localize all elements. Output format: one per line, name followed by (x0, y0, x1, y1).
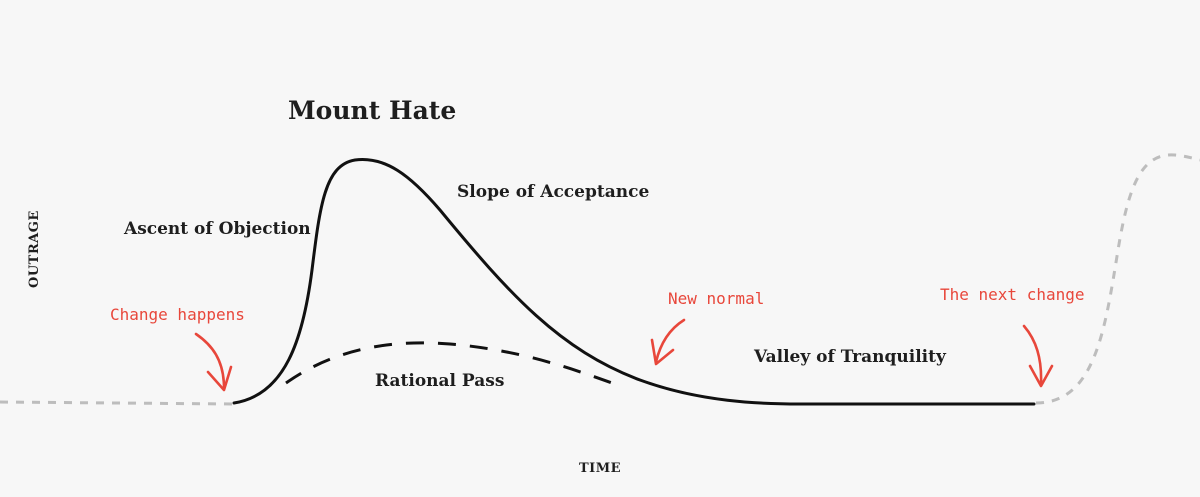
y-axis-label: OUTRAGE (27, 210, 42, 288)
x-axis-label: TIME (579, 461, 621, 476)
rational-pass-label: Rational Pass (375, 371, 504, 391)
diagram-title: Mount Hate (288, 96, 456, 125)
change-happens-note: Change happens (110, 305, 245, 324)
next-change-note: The next change (940, 285, 1085, 304)
ascent-label: Ascent of Objection (123, 219, 311, 239)
change-arrow-icon (194, 332, 233, 392)
next-change-arrow-icon (1022, 324, 1054, 388)
slope-label: Slope of Acceptance (457, 182, 649, 202)
rational-pass-curve (285, 341, 613, 385)
next-change-curve (1035, 153, 1200, 405)
valley-label: Valley of Tranquility (753, 347, 947, 367)
new-normal-arrow-icon (650, 318, 686, 366)
pre-change-baseline (0, 400, 233, 406)
outrage-curve (232, 157, 1036, 406)
new-normal-note: New normal (668, 289, 764, 308)
